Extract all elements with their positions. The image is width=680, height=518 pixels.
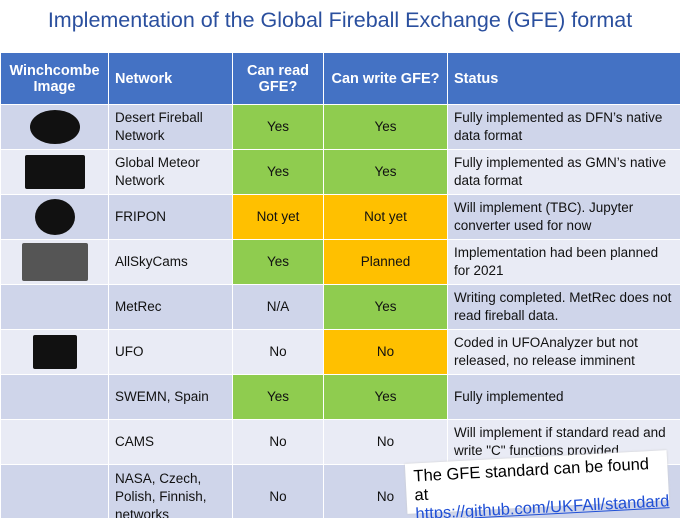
image-cell bbox=[0, 194, 109, 240]
image-cell bbox=[0, 329, 109, 375]
read-cell: Yes bbox=[232, 239, 324, 285]
write-cell: Yes bbox=[323, 104, 448, 150]
image-cell bbox=[0, 284, 109, 330]
read-cell: Yes bbox=[232, 149, 324, 195]
image-cell bbox=[0, 464, 109, 518]
thumbnail bbox=[34, 199, 75, 235]
read-cell: Not yet bbox=[232, 194, 324, 240]
table-row: FRIPON Not yet Not yet Will implement (TBC)… bbox=[0, 194, 680, 240]
read-cell: Yes bbox=[232, 374, 324, 420]
table-row: UFO No No Coded in UFOAnalyzer but not rele… bbox=[0, 329, 680, 375]
table-row: AllSkyCams Yes Planned Implementation had b… bbox=[0, 239, 680, 285]
write-cell: No bbox=[323, 329, 448, 375]
network-cell: CAMS bbox=[108, 419, 233, 465]
write-cell: Yes bbox=[323, 284, 448, 330]
image-cell bbox=[0, 374, 109, 420]
write-cell: Planned bbox=[323, 239, 448, 285]
status-cell: Implementation had been planned for 2021 bbox=[447, 239, 680, 285]
header-cell: Network bbox=[108, 52, 233, 105]
header-cell: Can read GFE? bbox=[232, 52, 324, 105]
network-cell: FRIPON bbox=[108, 194, 233, 240]
image-cell bbox=[0, 239, 109, 285]
header-cell: Winchcombe Image bbox=[0, 52, 109, 105]
thumbnail bbox=[21, 243, 88, 281]
read-cell: Yes bbox=[232, 104, 324, 150]
read-cell: No bbox=[232, 419, 324, 465]
header-row: Winchcombe Image Network Can read GFE? Can … bbox=[0, 52, 680, 105]
table-row: Desert Fireball Network Yes Yes Fully imple… bbox=[0, 104, 680, 150]
network-cell: NASA, Czech, Polish, Finnish, networks bbox=[108, 464, 233, 518]
header-cell: Can write GFE? bbox=[323, 52, 448, 105]
status-cell: Fully implemented as GMN’s native data f… bbox=[447, 149, 680, 195]
table-row: SWEMN, Spain Yes Yes Fully implemented bbox=[0, 374, 680, 420]
write-cell: Yes bbox=[323, 149, 448, 195]
table-row: Global Meteor Network Yes Yes Fully impleme… bbox=[0, 149, 680, 195]
slide-title: Implementation of the Global Fireball Ex… bbox=[47, 8, 633, 32]
network-cell: UFO bbox=[108, 329, 233, 375]
thumbnail bbox=[32, 335, 77, 369]
network-cell: MetRec bbox=[108, 284, 233, 330]
thumbnail bbox=[24, 155, 85, 189]
status-cell: Fully implemented bbox=[447, 374, 680, 420]
image-cell bbox=[0, 104, 109, 150]
read-cell: No bbox=[232, 329, 324, 375]
write-cell: Not yet bbox=[323, 194, 448, 240]
read-cell: N/A bbox=[232, 284, 324, 330]
thumbnail bbox=[29, 110, 80, 144]
table-row: MetRec N/A Yes Writing completed. MetRec do… bbox=[0, 284, 680, 330]
network-cell: SWEMN, Spain bbox=[108, 374, 233, 420]
read-cell: No bbox=[232, 464, 324, 518]
network-cell: AllSkyCams bbox=[108, 239, 233, 285]
image-cell bbox=[0, 419, 109, 465]
status-cell: Will implement (TBC). Jupyter converter … bbox=[447, 194, 680, 240]
status-table: Winchcombe Image Network Can read GFE? Can … bbox=[0, 52, 680, 518]
write-cell: Yes bbox=[323, 374, 448, 420]
status-cell: Coded in UFOAnalyzer but not released, n… bbox=[447, 329, 680, 375]
network-cell: Desert Fireball Network bbox=[108, 104, 233, 150]
write-cell: No bbox=[323, 419, 448, 465]
network-cell: Global Meteor Network bbox=[108, 149, 233, 195]
header-cell: Status bbox=[447, 52, 680, 105]
status-cell: Writing completed. MetRec does not read … bbox=[447, 284, 680, 330]
status-cell: Fully implemented as DFN’s native data f… bbox=[447, 104, 680, 150]
image-cell bbox=[0, 149, 109, 195]
